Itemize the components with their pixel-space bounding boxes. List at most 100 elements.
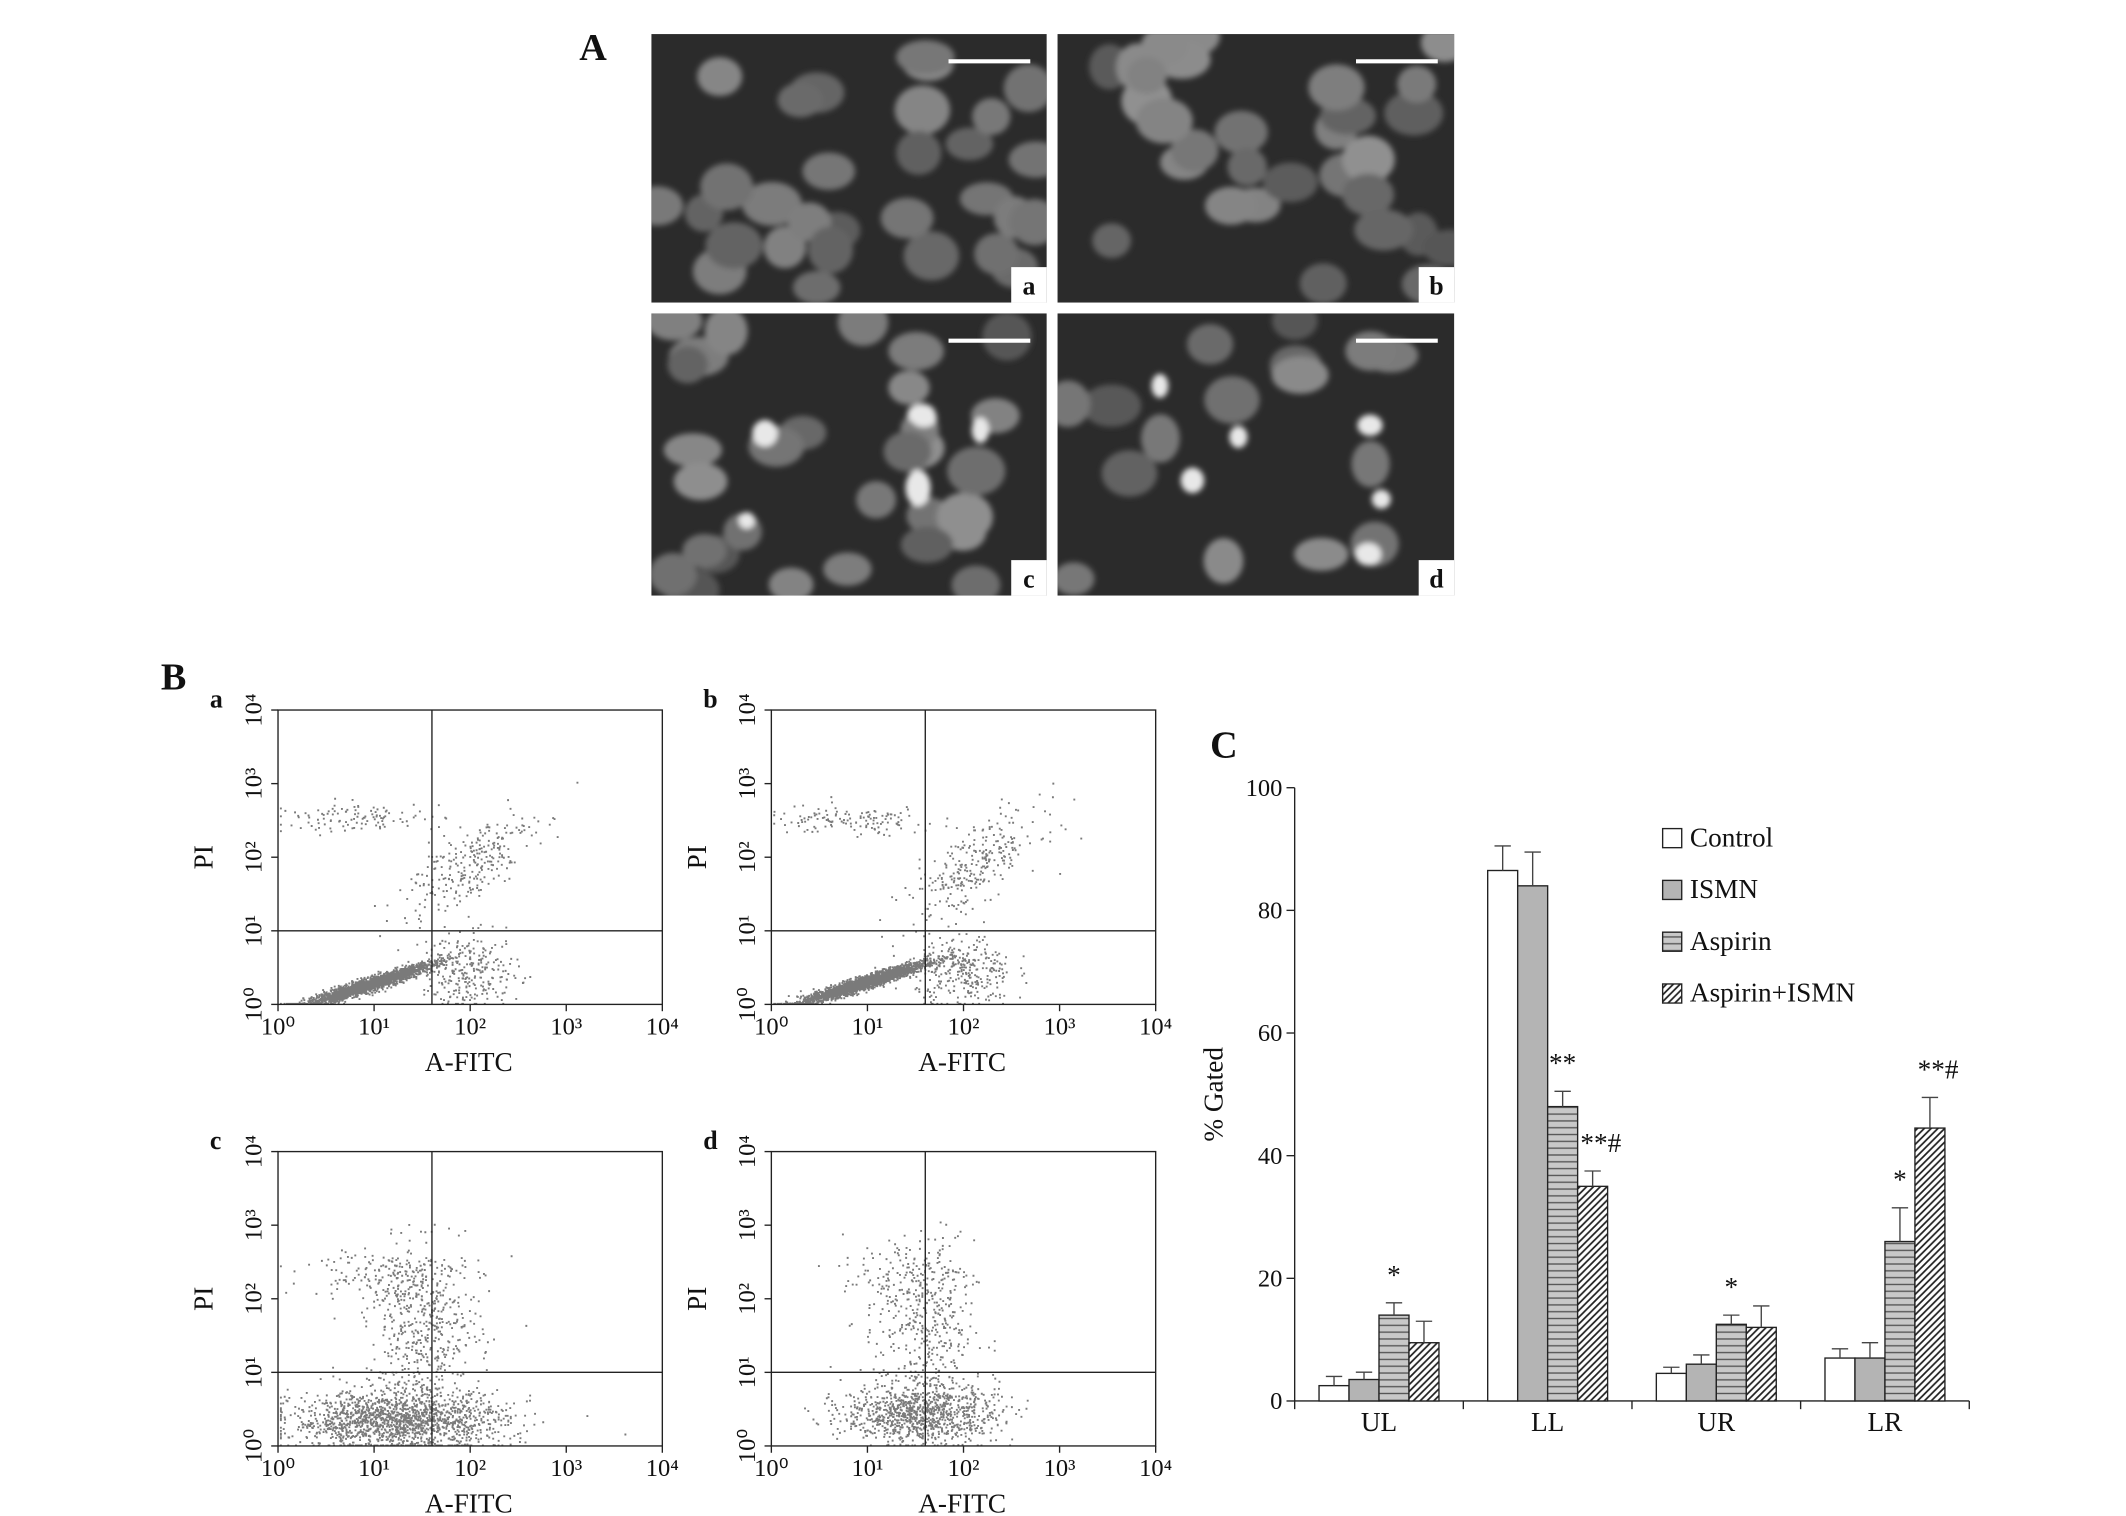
x-tick-label: 10²: [948, 1455, 980, 1482]
x-tick-label: 10³: [550, 1013, 582, 1040]
nucleus: [1351, 440, 1390, 488]
x-tick-label: 10³: [1044, 1455, 1076, 1482]
legend-label: Aspirin: [1690, 926, 1772, 956]
nucleus: [1214, 110, 1268, 154]
x-axis-title: A-FITC: [918, 1489, 1006, 1516]
y-axis-title: PI: [189, 1287, 219, 1311]
x-tick-label: 10¹: [358, 1455, 390, 1482]
y-tick-label: 10²: [734, 1283, 761, 1315]
flow-plot: 10⁰ 10¹ 10² 10³ 10⁴ 10⁰ 10¹ 10² 10³ 10⁴ c PI A-FITC: [189, 1126, 679, 1516]
x-tick-label: UL: [1361, 1407, 1397, 1437]
x-tick-label: 10¹: [851, 1013, 883, 1040]
y-tick-label: 40: [1258, 1143, 1283, 1170]
y-tick-label: 10¹: [241, 915, 268, 947]
nucleus: [768, 567, 814, 596]
x-tick-label: 10¹: [358, 1013, 390, 1040]
legend-swatch: [1661, 931, 1683, 952]
y-axis-title: % Gated: [1198, 1047, 1228, 1142]
x-tick-label: 10⁴: [646, 1013, 679, 1040]
x-tick-label: 10⁰: [261, 1455, 296, 1482]
legend-swatch: [1661, 827, 1683, 849]
y-tick-label: 60: [1258, 1020, 1283, 1047]
nucleus: [1271, 356, 1329, 394]
x-axis-title: A-FITC: [425, 1489, 513, 1516]
significance-mark: *: [1387, 1260, 1401, 1290]
nucleus: [1092, 223, 1132, 259]
bright-fragment: [905, 469, 931, 507]
x-axis-title: A-FITC: [425, 1047, 513, 1077]
significance-mark: **#: [1580, 1128, 1621, 1158]
nucleus: [883, 431, 932, 472]
nucleus: [1341, 135, 1395, 184]
plot-label: d: [703, 1126, 718, 1155]
y-tick-label: 20: [1258, 1266, 1283, 1293]
nucleus: [1003, 64, 1047, 112]
nucleus: [705, 222, 763, 269]
bright-fragment: [1180, 467, 1205, 494]
nucleus: [1009, 199, 1047, 246]
nucleus: [947, 446, 1006, 496]
nucleus: [1262, 162, 1318, 203]
image-label: a: [1022, 271, 1035, 300]
nucleus: [651, 186, 684, 226]
y-tick-label: 0: [1270, 1388, 1282, 1415]
nucleus: [1141, 414, 1180, 463]
legend-swatch: [1661, 879, 1683, 901]
nuclei: [1089, 34, 1455, 303]
micrograph: d: [1057, 313, 1455, 596]
y-axis-title: PI: [682, 845, 712, 869]
error-bar: [1554, 1090, 1571, 1107]
micrograph: c: [651, 313, 1047, 596]
bar: [1378, 1314, 1410, 1402]
legend-label: Control: [1690, 822, 1774, 852]
nucleus: [1422, 229, 1455, 267]
x-axis-title: A-FITC: [918, 1047, 1006, 1077]
nucleus: [823, 552, 872, 586]
plot-label: b: [703, 684, 717, 713]
error-bar: [1524, 851, 1541, 886]
x-tick-label: 10⁴: [1139, 1455, 1172, 1482]
bright-fragment: [1355, 542, 1382, 566]
label-box: [1418, 560, 1455, 596]
y-tick-label: 10¹: [734, 1356, 761, 1388]
bar: [1487, 869, 1519, 1402]
error-bar: [1355, 1371, 1373, 1380]
y-axis-title: PI: [682, 1287, 712, 1311]
bright-fragment: [1357, 414, 1383, 436]
x-tick-label: LL: [1531, 1407, 1564, 1437]
bright-fragment: [971, 417, 990, 444]
y-tick-label: 10⁴: [734, 1135, 761, 1168]
nucleus: [697, 57, 743, 97]
error-bar: [1494, 845, 1511, 871]
y-tick-label: 10³: [241, 768, 268, 800]
label-box: [1418, 267, 1455, 303]
nucleus: [1205, 186, 1257, 225]
plot-label: c: [210, 1126, 221, 1155]
x-tick-label: 10⁰: [261, 1013, 296, 1040]
y-tick-label: 10¹: [241, 1356, 268, 1388]
nucleus: [1384, 91, 1444, 136]
error-bar: [1753, 1305, 1770, 1328]
label-box: [1011, 560, 1047, 596]
nucleus: [1101, 450, 1158, 497]
error-bar: [1663, 1366, 1680, 1374]
nucleus: [651, 313, 703, 341]
plot-frame: [770, 1150, 1157, 1447]
panel-label: C: [1210, 725, 1238, 767]
y-tick-label: 10⁰: [241, 1429, 268, 1464]
nucleus: [900, 526, 954, 563]
bar: [1715, 1323, 1747, 1402]
bright-fragment: [1229, 425, 1248, 448]
y-tick-label: 10²: [241, 1283, 268, 1315]
error-bar: [1831, 1348, 1849, 1359]
bar: [1318, 1384, 1350, 1402]
nucleus: [1354, 209, 1414, 251]
nucleus: [673, 462, 728, 501]
nucleus: [1342, 173, 1395, 216]
nucleus: [700, 163, 754, 211]
bar: [1914, 1127, 1946, 1402]
y-tick-label: 100: [1246, 775, 1283, 802]
nuclei: [1057, 313, 1419, 596]
bar: [1546, 1105, 1579, 1402]
